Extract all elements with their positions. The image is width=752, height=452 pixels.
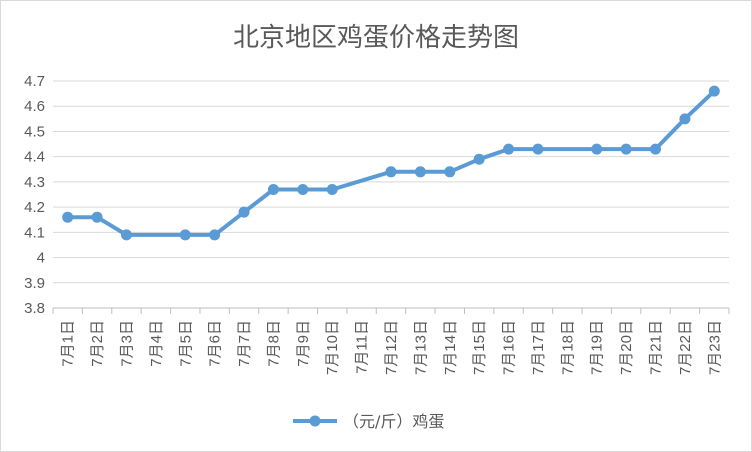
- x-tick-label: 7月17日: [530, 320, 547, 375]
- gridlines: [53, 80, 729, 284]
- y-tick-label: 4.5: [24, 123, 45, 140]
- data-point: [473, 153, 485, 165]
- y-axis-ticks: 3.8 3.9 4 4.1 4.2 4.3 4.4 4.5 4.6 4.7: [24, 73, 45, 317]
- x-axis-ticks: 7月1日 7月2日 7月3日 7月4日 7月5日 7月6日 7月7日 7月8日 7月9日 7月10…: [60, 320, 724, 375]
- data-point: [62, 211, 74, 223]
- y-tick-label: 4.1: [24, 224, 45, 241]
- x-tick-label: 7月11日: [354, 320, 371, 374]
- series-line: [65, 89, 717, 237]
- data-point: [120, 229, 132, 241]
- data-point: [679, 113, 691, 125]
- data-point: [591, 143, 603, 155]
- x-tick-label: 7月18日: [559, 320, 576, 375]
- x-tick-label: 7月22日: [677, 320, 694, 375]
- legend-marker: [309, 415, 321, 427]
- x-tick-label: 7月9日: [295, 320, 312, 367]
- x-tick-label: 7月1日: [60, 320, 77, 367]
- data-point: [238, 206, 250, 218]
- data-point: [444, 166, 456, 178]
- data-point: [91, 211, 103, 223]
- x-axis: [52, 307, 730, 314]
- y-tick-label: 3.8: [24, 300, 45, 317]
- x-tick-label: 7月13日: [412, 320, 429, 375]
- data-point: [414, 166, 426, 178]
- data-point: [650, 143, 662, 155]
- series-layer: [62, 85, 720, 241]
- y-tick-label: 3.9: [24, 275, 45, 292]
- x-tick-label: 7月4日: [148, 320, 165, 367]
- data-point: [297, 183, 309, 195]
- legend: （元/斤）鸡蛋: [293, 412, 444, 431]
- data-point: [326, 183, 338, 195]
- data-point: [209, 229, 221, 241]
- y-tick-label: 4.3: [24, 174, 45, 191]
- x-tick-label: 7月20日: [618, 320, 635, 375]
- x-tick-label: 7月14日: [442, 320, 459, 375]
- y-tick-label: 4.4: [24, 149, 45, 166]
- y-tick-label: 4.6: [24, 98, 45, 115]
- x-tick-label: 7月3日: [118, 320, 135, 367]
- data-point: [267, 183, 279, 195]
- x-tick-label: 7月7日: [236, 320, 253, 367]
- y-tick-label: 4: [37, 250, 45, 267]
- x-tick-label: 7月21日: [648, 320, 665, 375]
- legend-label: （元/斤）鸡蛋: [343, 412, 444, 431]
- x-tick-label: 7月15日: [471, 320, 488, 375]
- x-tick-label: 7月12日: [383, 320, 400, 375]
- data-point: [532, 143, 544, 155]
- x-tick-label: 7月19日: [589, 320, 606, 375]
- data-point: [179, 229, 191, 241]
- x-tick-label: 7月2日: [89, 320, 106, 367]
- data-point: [503, 143, 515, 155]
- data-point: [708, 85, 720, 97]
- y-tick-label: 4.2: [24, 199, 45, 216]
- x-tick-label: 7月16日: [501, 320, 518, 375]
- chart-title: 北京地区鸡蛋价格走势图: [233, 23, 519, 53]
- y-tick-label: 4.7: [24, 73, 45, 90]
- x-tick-label: 7月10日: [324, 320, 341, 375]
- x-tick-label: 7月23日: [706, 320, 723, 375]
- data-point: [385, 166, 397, 178]
- data-point: [620, 143, 632, 155]
- x-tick-label: 7月8日: [265, 320, 282, 367]
- x-tick-label: 7月5日: [177, 320, 194, 367]
- x-tick-label: 7月6日: [207, 320, 224, 367]
